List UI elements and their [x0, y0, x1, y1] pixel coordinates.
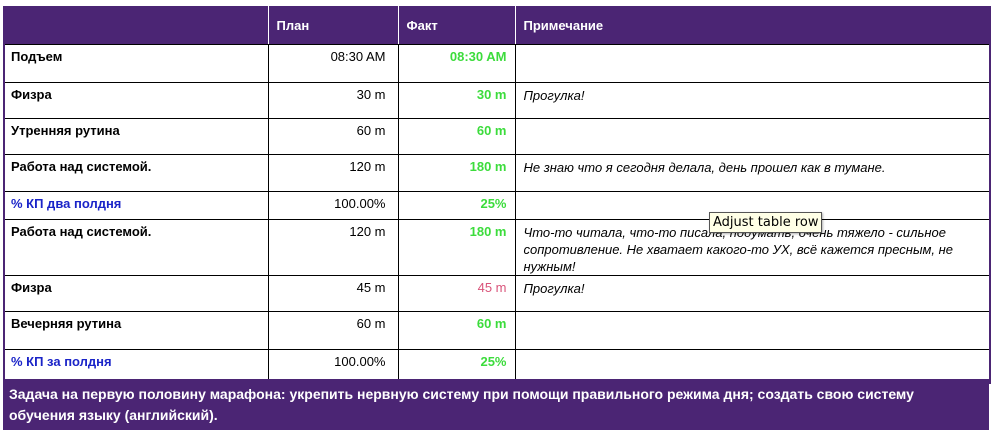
- cell-fact[interactable]: 45 m: [397, 275, 516, 312]
- header-plan[interactable]: План: [268, 6, 399, 45]
- cell-name[interactable]: % КП за полдня: [3, 349, 269, 384]
- header-name[interactable]: [3, 6, 269, 45]
- table-row: % КП за полдня 100.00% 25%: [3, 349, 991, 384]
- table-row: % КП два полдня 100.00% 25%: [3, 191, 991, 220]
- header-note[interactable]: Примечание: [515, 6, 991, 45]
- cell-note[interactable]: Прогулка!: [514, 82, 991, 119]
- cell-plan[interactable]: 100.00%: [267, 349, 399, 384]
- cell-fact[interactable]: 60 m: [397, 311, 516, 350]
- cell-fact[interactable]: 08:30 AM: [397, 44, 516, 83]
- cell-fact[interactable]: 180 m: [397, 219, 516, 276]
- cell-fact[interactable]: 25%: [397, 349, 516, 384]
- cell-plan[interactable]: 120 m: [267, 154, 399, 192]
- cell-plan[interactable]: 45 m: [267, 275, 399, 312]
- schedule-table: План Факт Примечание Подъем 08:30 AM 08:…: [3, 6, 991, 384]
- cell-plan[interactable]: 08:30 AM: [267, 44, 399, 83]
- cell-name[interactable]: Работа над системой.: [3, 219, 269, 276]
- cell-name[interactable]: Утренняя рутина: [3, 118, 269, 155]
- cell-note[interactable]: [514, 311, 991, 350]
- cell-name[interactable]: Работа над системой.: [3, 154, 269, 192]
- cell-note[interactable]: Прогулка!: [514, 275, 991, 312]
- cell-name[interactable]: Подъем: [3, 44, 269, 83]
- table-row: Работа над системой. 120 m 180 m Не знаю…: [3, 154, 991, 192]
- cell-note[interactable]: [514, 118, 991, 155]
- header-row: План Факт Примечание: [3, 6, 991, 45]
- cell-fact[interactable]: 25%: [397, 191, 516, 220]
- cell-name[interactable]: Вечерняя рутина: [3, 311, 269, 350]
- cell-name[interactable]: % КП два полдня: [3, 191, 269, 220]
- footer-goal-cell[interactable]: Задача на первую половину марафона: укре…: [3, 379, 989, 430]
- cell-name[interactable]: Физра: [3, 275, 269, 312]
- cell-plan[interactable]: 30 m: [267, 82, 399, 119]
- cell-plan[interactable]: 60 m: [267, 311, 399, 350]
- table-row: Подъем 08:30 AM 08:30 AM: [3, 44, 991, 83]
- table-row: Утренняя рутина 60 m 60 m: [3, 118, 991, 155]
- table-row: Физра 45 m 45 m Прогулка!: [3, 275, 991, 312]
- adjust-row-tooltip: Adjust table row: [709, 212, 823, 233]
- cell-plan[interactable]: 100.00%: [267, 191, 399, 220]
- table-row: Работа над системой. 120 m 180 m Что-то …: [3, 219, 991, 276]
- cell-plan[interactable]: 60 m: [267, 118, 399, 155]
- table-row: Физра 30 m 30 m Прогулка!: [3, 82, 991, 119]
- cell-note[interactable]: Не знаю что я сегодня делала, день проше…: [514, 154, 991, 192]
- table-row: Вечерняя рутина 60 m 60 m: [3, 311, 991, 350]
- header-fact[interactable]: Факт: [398, 6, 516, 45]
- cell-fact[interactable]: 60 m: [397, 118, 516, 155]
- cell-fact[interactable]: 180 m: [397, 154, 516, 192]
- cell-note[interactable]: [514, 44, 991, 83]
- cell-plan[interactable]: 120 m: [267, 219, 399, 276]
- cell-name[interactable]: Физра: [3, 82, 269, 119]
- cell-fact[interactable]: 30 m: [397, 82, 516, 119]
